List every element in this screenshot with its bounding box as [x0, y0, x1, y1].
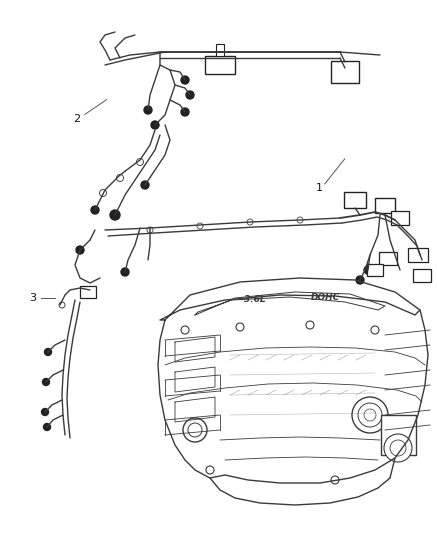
Circle shape — [390, 440, 406, 456]
Circle shape — [99, 190, 106, 197]
Circle shape — [181, 326, 189, 334]
Circle shape — [76, 246, 84, 254]
Circle shape — [236, 323, 244, 331]
Bar — [367, 264, 383, 276]
Circle shape — [331, 476, 339, 484]
Text: 3: 3 — [29, 294, 36, 303]
Circle shape — [144, 106, 152, 114]
Circle shape — [147, 227, 153, 233]
Circle shape — [197, 223, 203, 229]
Bar — [413, 269, 431, 281]
Circle shape — [42, 378, 49, 385]
Circle shape — [43, 424, 50, 431]
Bar — [344, 192, 366, 208]
Circle shape — [364, 409, 376, 421]
Circle shape — [141, 181, 149, 189]
Circle shape — [42, 408, 49, 416]
Circle shape — [121, 268, 129, 276]
Circle shape — [371, 326, 379, 334]
Circle shape — [188, 423, 202, 437]
Circle shape — [45, 349, 52, 356]
Circle shape — [110, 210, 120, 220]
Circle shape — [306, 321, 314, 329]
Bar — [216, 44, 224, 56]
Text: DOHC: DOHC — [311, 293, 339, 302]
Bar — [379, 252, 397, 264]
Bar — [331, 61, 359, 83]
Circle shape — [137, 158, 144, 166]
Circle shape — [59, 302, 65, 308]
Circle shape — [151, 121, 159, 129]
Text: 2: 2 — [73, 114, 80, 124]
Circle shape — [364, 266, 372, 274]
Circle shape — [247, 219, 253, 225]
Circle shape — [117, 174, 124, 182]
Bar — [80, 286, 96, 298]
Bar — [391, 211, 409, 225]
Text: 3.6L: 3.6L — [244, 295, 266, 303]
Text: 1: 1 — [316, 183, 323, 193]
Circle shape — [206, 466, 214, 474]
Circle shape — [91, 206, 99, 214]
Circle shape — [181, 108, 189, 116]
Bar — [375, 198, 395, 213]
Bar — [408, 248, 428, 262]
Circle shape — [181, 76, 189, 84]
Bar — [205, 56, 235, 74]
Circle shape — [297, 217, 303, 223]
Circle shape — [183, 418, 207, 442]
Circle shape — [186, 91, 194, 99]
Circle shape — [356, 276, 364, 284]
Circle shape — [384, 434, 412, 462]
Circle shape — [352, 397, 388, 433]
Circle shape — [358, 403, 382, 427]
Bar — [381, 415, 416, 455]
